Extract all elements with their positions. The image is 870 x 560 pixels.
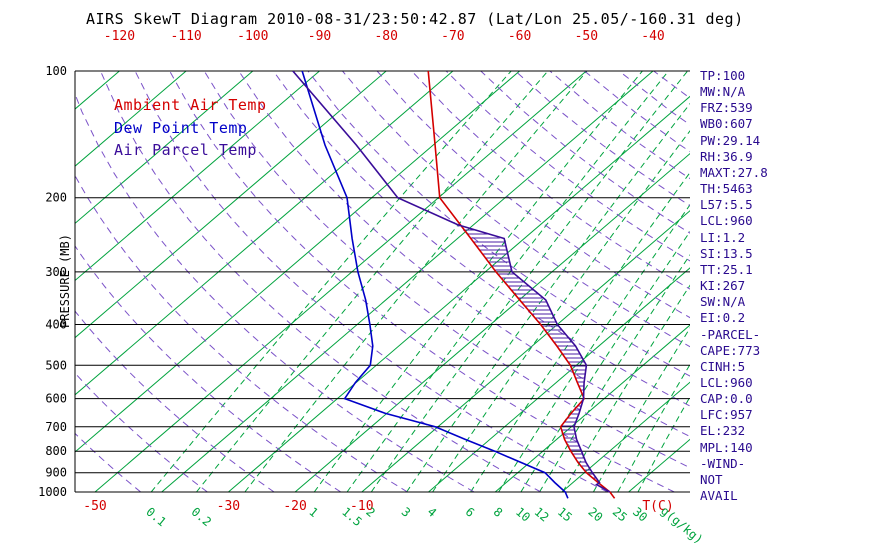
stat-line: EI:0.2: [700, 310, 746, 326]
profiles-group: [292, 71, 616, 499]
stat-line: FRZ:539: [700, 100, 753, 116]
pressure-axis-label: PRESSURE (MB): [58, 234, 72, 328]
stat-line: CINH:5: [700, 358, 746, 374]
mixing-ratio-label: 20: [585, 505, 605, 525]
stat-line: PW:29.14: [700, 132, 761, 148]
stat-line: TP:100: [700, 68, 746, 83]
pressure-tick-label: 800: [45, 444, 67, 458]
stat-line: NOT: [700, 471, 723, 487]
mixing-ratio-label: 6: [463, 505, 478, 520]
stat-line: CAP:0.0: [700, 391, 753, 407]
stat-line: RH:36.9: [700, 148, 753, 164]
top-temp-tick-label: -90: [308, 29, 331, 44]
stat-line: LFC:957: [700, 407, 753, 423]
stat-line: CAPE:773: [700, 342, 761, 358]
legend-ambient-air-temp: Ambient Air Temp: [114, 96, 267, 114]
mixing-ratio-label: 0.2: [189, 505, 215, 530]
top-temp-tick-label: -80: [374, 29, 397, 44]
stat-line: TT:25.1: [700, 261, 753, 277]
page-title: AIRS SkewT Diagram 2010-08-31/23:50:42.8…: [86, 10, 744, 28]
mixing-ratio-label: 1: [306, 505, 321, 520]
stat-line: MAXT:27.8: [700, 164, 768, 180]
legend-air-parcel-temp: Air Parcel Temp: [114, 141, 257, 159]
stat-line: EL:232: [700, 423, 746, 439]
stats-panel: TP:100 MW:N/A FRZ:539 WB0:607 PW:29.14 RH:36.…: [700, 68, 768, 504]
mixing-ratio-lines-group: [150, 71, 690, 493]
pressure-tick-label: 300: [45, 265, 67, 279]
pressure-tick-label: 400: [45, 317, 67, 331]
parcel-temp-curve: [292, 71, 611, 493]
mixing-ratio-label: 0.1: [143, 505, 169, 530]
mixing-ratio-label: 25: [610, 505, 630, 525]
stat-line: LCL:960: [700, 374, 753, 390]
pressure-tick-label: 600: [45, 392, 67, 406]
mixing-ratio-label: 3: [399, 505, 414, 520]
mixing-ratio-label: 15: [555, 505, 575, 525]
stat-line: L57:5.5: [700, 197, 753, 213]
cape-area: [460, 225, 600, 483]
pressure-tick-label: 500: [45, 358, 67, 372]
stat-line: SI:13.5: [700, 245, 753, 261]
ambient-temp-curve: [427, 71, 616, 499]
top-temp-tick-label: -100: [237, 29, 268, 44]
temp-unit-label: T(C): [642, 499, 673, 514]
bottom-temp-tick-label: -50: [83, 499, 106, 514]
stat-line: WB0:607: [700, 116, 753, 132]
top-temp-tick-label: -110: [170, 29, 201, 44]
legend-dew-point-temp: Dew Point Temp: [114, 119, 248, 137]
top-temp-tick-label: -40: [641, 29, 664, 44]
pressure-tick-label: 900: [45, 466, 67, 480]
bottom-temp-tick-label: -30: [217, 499, 240, 514]
pressure-grid-group: [74, 70, 690, 493]
mixing-ratio-label: 12: [532, 505, 552, 525]
pressure-tick-label: 100: [45, 64, 67, 78]
mixing-ratio-label: 4: [425, 505, 440, 520]
stat-line: AVAIL: [700, 488, 738, 504]
stat-line: -WIND-: [700, 455, 746, 471]
mixing-ratio-label: 8: [491, 505, 506, 520]
stat-line: KI:267: [700, 278, 746, 294]
pressure-tick-label: 200: [45, 191, 67, 205]
top-temp-tick-label: -60: [508, 29, 531, 44]
bottom-temp-tick-label: -20: [283, 499, 306, 514]
top-temp-tick-label: -120: [104, 29, 135, 44]
isotherms-group: [75, 71, 690, 493]
cape-hatch-group: [460, 225, 600, 483]
stat-line: MW:N/A: [700, 84, 746, 100]
pressure-tick-label: 700: [45, 420, 67, 434]
stat-line: SW:N/A: [700, 294, 746, 310]
mixing-ratio-label: 10: [513, 505, 533, 525]
pressure-tick-label: 1000: [38, 485, 67, 499]
stat-line: MPL:140: [700, 439, 753, 455]
stat-line: -PARCEL-: [700, 326, 761, 342]
stat-line: TH:5463: [700, 181, 753, 197]
top-temp-tick-label: -50: [575, 29, 598, 44]
mixing-unit-label: g(g/kg): [658, 504, 706, 547]
bottom-temp-tick-label: -10: [350, 499, 373, 514]
stat-line: LI:1.2: [700, 229, 746, 245]
top-temp-tick-label: -70: [441, 29, 464, 44]
stat-line: LCL:960: [700, 213, 753, 229]
dew-temp-curve: [301, 71, 569, 499]
